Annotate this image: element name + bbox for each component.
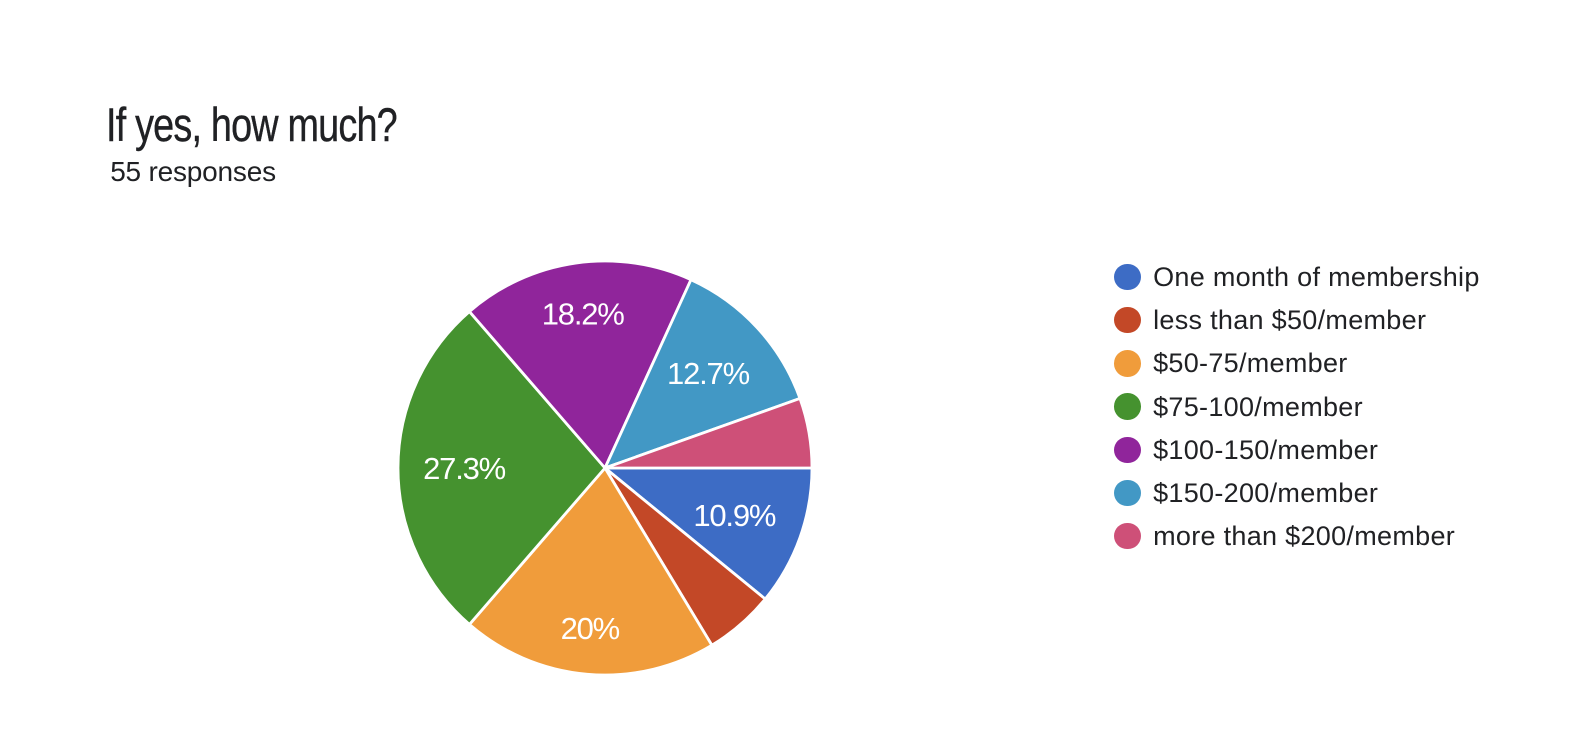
svg-text:20%: 20%: [561, 611, 620, 646]
svg-text:18.2%: 18.2%: [542, 297, 625, 332]
svg-text:27.3%: 27.3%: [423, 451, 506, 486]
svg-text:12.7%: 12.7%: [667, 356, 750, 391]
svg-text:10.9%: 10.9%: [693, 498, 776, 533]
